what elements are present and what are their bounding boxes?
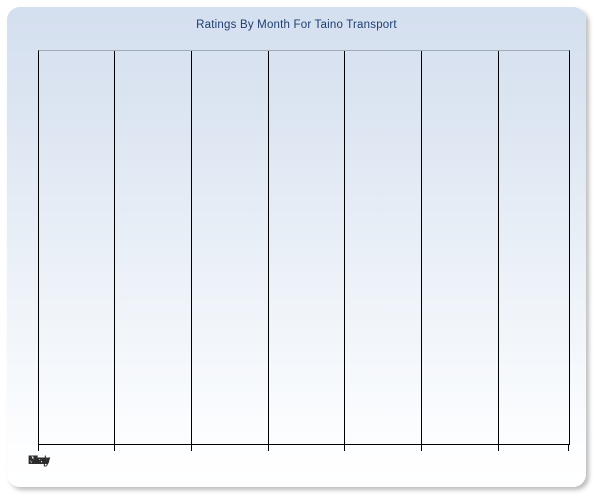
gridline-may — [268, 51, 269, 444]
axis-tick-left-edge — [38, 444, 39, 451]
chart-panel: Ratings By Month For Taino Transport Jan… — [7, 7, 586, 487]
x-axis-label-jul: Jul — [31, 453, 47, 467]
chart-title: Ratings By Month For Taino Transport — [196, 19, 397, 31]
gridline-sep — [421, 51, 422, 444]
gridline-jan — [114, 51, 115, 444]
axis-tick-jul — [344, 444, 345, 451]
axis-tick-nov — [498, 444, 499, 451]
axis-tick-may — [268, 444, 269, 451]
plot-area: Jan Mar May Jul Sep Nov — [28, 50, 570, 467]
x-axis-label-nov: Nov — [28, 453, 50, 467]
gridline-nov — [498, 51, 499, 444]
x-axis-label-mar: Mar — [28, 453, 50, 467]
axis-tick-sep — [421, 444, 422, 451]
gridline-mar — [191, 51, 192, 444]
x-axis-label-jan: Jan — [29, 453, 49, 467]
x-axis-label-may: May — [27, 453, 51, 467]
axis-tick-right-edge — [568, 444, 569, 451]
gridline-jul — [344, 51, 345, 444]
axis-tick-mar — [191, 444, 192, 451]
axis-tick-jan — [114, 444, 115, 451]
x-axis-label-sep: Sep — [28, 453, 50, 467]
